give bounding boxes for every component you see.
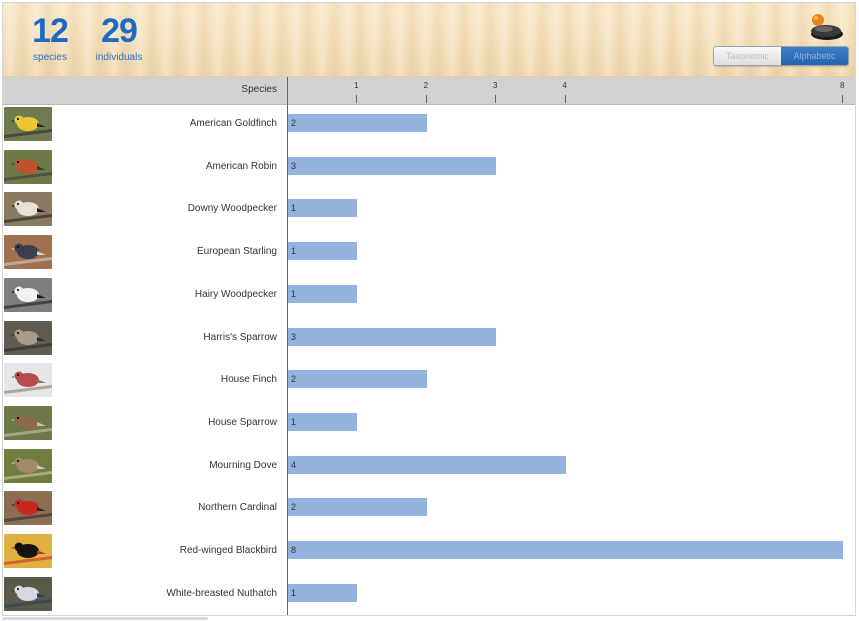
species-row[interactable]: American Goldfinch 2: [3, 104, 855, 146]
hairy-woodpecker-photo[interactable]: [4, 277, 52, 312]
count-label: 1: [291, 288, 297, 299]
species-row[interactable]: House Sparrow 1: [3, 403, 855, 445]
cardinal-photo[interactable]: [4, 491, 52, 526]
horizontal-scrollbar[interactable]: [2, 617, 208, 620]
species-row[interactable]: Mourning Dove 4: [3, 446, 855, 488]
species-name[interactable]: Red-winged Blackbird: [179, 545, 277, 556]
species-row[interactable]: House Finch 2: [3, 360, 855, 402]
count-axis: 1 2 3 4 8: [287, 77, 855, 104]
count-label: 2: [291, 374, 297, 385]
axis-tick-label: 2: [423, 81, 429, 90]
species-stat: 12 species: [29, 13, 71, 63]
count-label: 3: [291, 331, 297, 342]
axis-tick-label: 4: [562, 81, 567, 90]
species-name[interactable]: American Goldfinch: [189, 118, 277, 129]
count-bar[interactable]: 3: [288, 156, 497, 175]
count-bar[interactable]: 3: [288, 327, 497, 346]
goldfinch-photo[interactable]: [4, 107, 52, 141]
sort-toggle[interactable]: Taxonomic Alphabetic: [713, 46, 849, 66]
species-name[interactable]: Mourning Dove: [209, 459, 277, 471]
robin-photo[interactable]: [4, 149, 52, 184]
count-bar[interactable]: 1: [288, 412, 358, 431]
count-bar[interactable]: 1: [288, 199, 358, 218]
species-row[interactable]: Hairy Woodpecker 1: [3, 275, 855, 317]
count-label: 3: [291, 160, 297, 171]
column-header: Species 1 2 3 4 8: [3, 77, 855, 105]
species-row[interactable]: White-breasted Nuthatch 1: [3, 574, 855, 615]
toggle-alphabetic[interactable]: Alphabetic: [781, 47, 848, 65]
axis-baseline: [287, 77, 288, 615]
count-bar[interactable]: 1: [288, 583, 358, 602]
house-sparrow-photo[interactable]: [4, 405, 52, 440]
species-row[interactable]: American Robin 3: [3, 147, 855, 189]
species-count: 12: [32, 12, 69, 50]
summary-header: 12 species 29 individuals Taxonomic Alph…: [3, 3, 855, 77]
species-column-title[interactable]: Species: [241, 84, 277, 95]
species-name[interactable]: American Robin: [205, 160, 277, 172]
species-name[interactable]: House Finch: [220, 374, 277, 386]
species-row[interactable]: Northern Cardinal 2: [3, 488, 855, 530]
harris-sparrow-photo[interactable]: [4, 320, 52, 355]
species-name[interactable]: White-breasted Nuthatch: [166, 587, 277, 599]
species-label: species: [33, 52, 67, 63]
species-name[interactable]: Downy Woodpecker: [187, 203, 277, 215]
count-bar[interactable]: 4: [288, 455, 566, 474]
individuals-label: individuals: [95, 52, 143, 63]
count-bar[interactable]: 1: [288, 284, 358, 303]
individuals-count: 29: [101, 12, 138, 50]
count-bar[interactable]: 8: [288, 541, 844, 559]
axis-tick: [495, 95, 497, 103]
blackbird-photo[interactable]: [4, 534, 52, 568]
count-bar[interactable]: 2: [288, 114, 427, 132]
species-name[interactable]: Hairy Woodpecker: [194, 288, 277, 300]
axis-tick-label: 3: [492, 81, 498, 90]
axis-tick: [564, 95, 566, 103]
species-row[interactable]: Harris's Sparrow 3: [3, 318, 855, 360]
count-label: 4: [291, 459, 297, 470]
mourning-dove-photo[interactable]: [4, 448, 52, 483]
individuals-stat: 29 individuals: [91, 13, 147, 63]
species-name[interactable]: Harris's Sparrow: [203, 331, 277, 343]
species-row[interactable]: Downy Woodpecker 1: [3, 189, 855, 231]
species-row[interactable]: Red-winged Blackbird 8: [3, 531, 855, 573]
count-label: 1: [291, 203, 297, 214]
house-finch-photo[interactable]: [4, 363, 52, 398]
count-label: 2: [291, 502, 297, 513]
axis-tick: [356, 95, 358, 103]
count-label: 1: [291, 416, 297, 427]
species-name[interactable]: European Starling: [196, 246, 277, 258]
toggle-taxonomic[interactable]: Taxonomic: [714, 47, 781, 65]
count-label: 8: [291, 545, 297, 555]
count-label: 1: [291, 587, 297, 598]
downy-woodpecker-photo[interactable]: [4, 192, 52, 227]
count-bar[interactable]: 2: [288, 498, 427, 517]
count-label: 2: [291, 118, 297, 128]
nuthatch-photo[interactable]: [4, 576, 52, 611]
axis-tick-label: 8: [839, 81, 845, 90]
species-row[interactable]: European Starling 1: [3, 232, 855, 274]
seed-logo-icon: [811, 14, 843, 40]
axis-tick: [425, 95, 427, 103]
count-label: 1: [291, 246, 297, 257]
count-bar[interactable]: 2: [288, 370, 427, 389]
axis-tick: [842, 95, 844, 103]
species-name[interactable]: Northern Cardinal: [198, 502, 277, 514]
axis-tick-label: 1: [354, 81, 359, 90]
starling-photo[interactable]: [4, 235, 52, 270]
count-bar[interactable]: 1: [288, 242, 358, 261]
species-name[interactable]: House Sparrow: [208, 416, 277, 428]
